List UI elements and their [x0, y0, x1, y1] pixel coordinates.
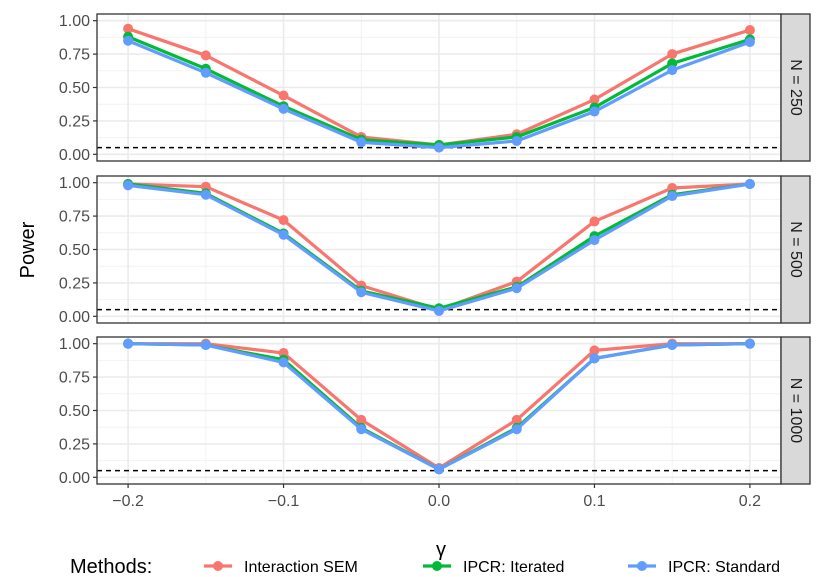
data-point: [589, 353, 600, 364]
data-point: [744, 338, 755, 349]
y-tick-label: 0.00: [59, 147, 90, 164]
x-tick-label: −0.2: [112, 493, 144, 510]
facet-panels: 0.000.250.500.751.00N = 2500.000.250.500…: [59, 13, 811, 487]
data-point: [589, 216, 600, 227]
x-axis-title: γ: [436, 539, 446, 561]
facet-strip: [780, 336, 811, 485]
data-point: [434, 464, 444, 475]
data-point: [356, 287, 367, 298]
facet-strip-label: N = 1000: [787, 378, 804, 443]
data-point: [744, 179, 755, 190]
data-point: [356, 137, 367, 148]
data-point: [200, 50, 211, 61]
legend-key-point: [637, 561, 647, 571]
data-point: [667, 65, 678, 76]
data-point: [667, 340, 678, 351]
legend-entry-label: IPCR: Standard: [668, 559, 780, 576]
data-point: [123, 338, 134, 349]
legend-entry-label: IPCR: Iterated: [463, 559, 564, 576]
data-point: [278, 103, 289, 114]
data-point: [511, 135, 522, 146]
y-tick-label: 0.50: [59, 242, 90, 259]
data-point: [589, 235, 600, 246]
data-point: [434, 305, 444, 316]
y-tick-label: 1.00: [59, 336, 90, 353]
y-tick-label: 0.75: [59, 47, 90, 64]
data-point: [667, 191, 678, 202]
data-point: [123, 180, 134, 191]
y-tick-label: 0.25: [59, 113, 90, 130]
data-point: [434, 142, 444, 153]
legend-title: Methods:: [70, 556, 152, 577]
y-tick-label: 0.50: [59, 80, 90, 97]
x-tick-label: 0.2: [739, 493, 761, 510]
data-point: [744, 37, 755, 48]
y-tick-label: 0.00: [59, 470, 90, 487]
data-point: [356, 424, 367, 435]
y-tick-label: 0.25: [59, 275, 90, 292]
y-tick-label: 0.50: [59, 403, 90, 420]
data-point: [744, 25, 755, 36]
facet-panel: 0.00 0.25 0.50 0.75 1.00 N = 1000: [59, 336, 811, 487]
x-axis: −0.2 −0.1 0.0 0.1 0.2: [112, 484, 761, 510]
data-point: [511, 414, 522, 425]
x-tick-label: 0.1: [583, 493, 605, 510]
facet-strip-label: N = 250: [787, 59, 804, 116]
x-tick-label: −0.1: [268, 493, 300, 510]
data-point: [511, 283, 522, 294]
y-axis-title: Power: [17, 221, 39, 278]
y-tick-label: 1.00: [59, 13, 90, 30]
x-tick-label: 0.0: [428, 493, 450, 510]
data-point: [278, 229, 289, 240]
data-point: [511, 424, 522, 435]
y-tick-label: 1.00: [59, 175, 90, 192]
data-point: [278, 215, 289, 226]
facet-panel: 0.00 0.25 0.50 0.75 1.00 N = 500: [59, 175, 811, 326]
data-point: [278, 357, 289, 368]
y-tick-label: 0.00: [59, 309, 90, 326]
facet-panel: 0.00 0.25 0.50 0.75 1.00 N = 250: [59, 13, 811, 164]
y-tick-label: 0.75: [59, 209, 90, 226]
legend-entry-label: Interaction SEM: [244, 559, 358, 576]
data-point: [278, 90, 289, 101]
y-tick-label: 0.25: [59, 436, 90, 453]
data-point: [200, 189, 211, 200]
legend: Methods: Interaction SEM IPCR: Iterated IPC…: [70, 556, 780, 577]
data-point: [589, 345, 600, 356]
legend-key-point: [213, 561, 223, 571]
data-point: [123, 35, 134, 46]
data-point: [667, 49, 678, 60]
facet-strip: [780, 13, 811, 162]
data-point: [589, 106, 600, 117]
facet-strip-label: N = 500: [787, 221, 804, 278]
data-point: [200, 340, 211, 351]
data-point: [123, 23, 134, 34]
data-point: [589, 94, 600, 105]
data-point: [200, 67, 211, 78]
legend-key-point: [432, 561, 442, 571]
facet-strip: [780, 175, 811, 324]
data-point: [356, 414, 367, 425]
y-tick-label: 0.75: [59, 370, 90, 387]
